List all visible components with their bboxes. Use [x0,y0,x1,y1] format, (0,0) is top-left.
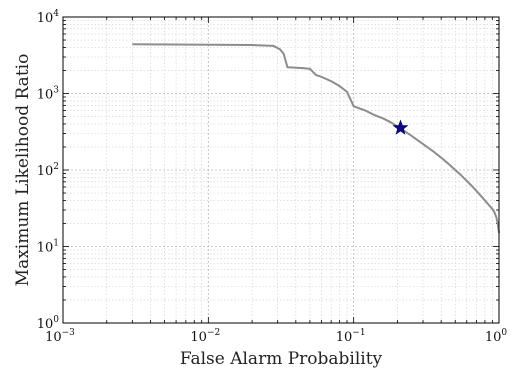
series-line [132,43,500,234]
x-tick-label: 10−2 [190,328,220,345]
x-tick-base: 10 [45,330,62,345]
y-tick-label: 100 [37,315,60,332]
y-tick-label: 102 [37,162,59,179]
grid-lines [63,17,499,323]
y-tick-label: 101 [37,239,59,256]
x-axis-label: False Alarm Probability [180,349,383,369]
y-tick-exponent: 1 [53,239,59,249]
x-tick-label: 10−1 [336,328,366,345]
y-tick-exponent: 4 [53,9,59,19]
x-tick-base: 10 [190,330,207,345]
y-tick-base: 10 [37,11,54,26]
highlight-star-marker [392,119,409,135]
x-tick-exponent: −1 [352,328,365,338]
y-tick-label: 103 [37,86,60,103]
y-tick-exponent: 2 [53,162,59,172]
x-tick-label: 10−3 [45,328,75,345]
y-axis-label: Maximum Likelihood Ratio [13,54,33,287]
y-tick-base: 10 [37,88,54,103]
y-tick-base: 10 [37,164,54,179]
series-layer [132,43,500,234]
x-tick-labels: 10−3 10−2 10−1 100 [45,328,507,345]
y-tick-base: 10 [37,317,54,332]
y-tick-base: 10 [37,241,54,256]
x-tick-exponent: −2 [207,328,220,338]
x-tick-exponent: −3 [62,328,76,338]
x-tick-base: 10 [336,330,353,345]
y-tick-exponent: 0 [53,315,59,325]
plot-frame [62,16,500,324]
y-tick-label: 104 [37,9,60,26]
x-tick-base: 10 [485,330,502,345]
x-tick-exponent: 0 [501,328,507,338]
y-tick-exponent: 3 [53,86,59,96]
x-tick-label: 100 [485,328,508,345]
